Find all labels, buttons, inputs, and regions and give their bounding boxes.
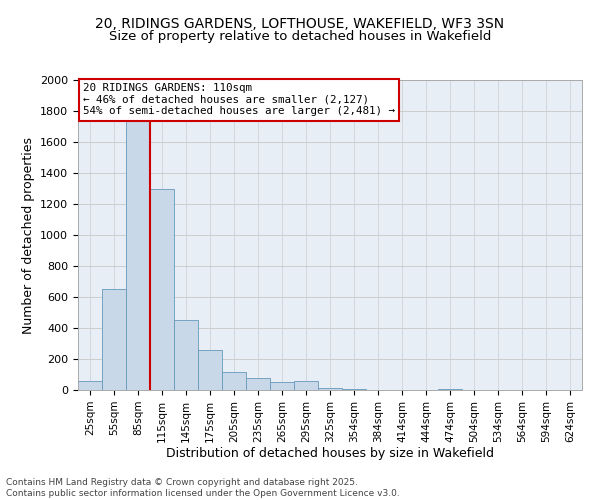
Text: 20 RIDINGS GARDENS: 110sqm
← 46% of detached houses are smaller (2,127)
54% of s: 20 RIDINGS GARDENS: 110sqm ← 46% of deta… (83, 83, 395, 116)
Bar (79, 380, 101, 390)
Bar (271, 382, 293, 390)
Bar (151, 188, 173, 390)
Text: Size of property relative to detached houses in Wakefield: Size of property relative to detached ho… (109, 30, 491, 43)
Bar (247, 378, 269, 390)
X-axis label: Distribution of detached houses by size in Wakefield: Distribution of detached houses by size … (166, 448, 494, 460)
Bar (103, 289, 125, 390)
Bar (343, 389, 365, 390)
Bar (295, 382, 317, 390)
Y-axis label: Number of detached properties: Number of detached properties (22, 136, 35, 334)
Text: 20, RIDINGS GARDENS, LOFTHOUSE, WAKEFIELD, WF3 3SN: 20, RIDINGS GARDENS, LOFTHOUSE, WAKEFIEL… (95, 18, 505, 32)
Bar (175, 320, 197, 390)
Bar (439, 389, 461, 390)
Bar (319, 388, 341, 390)
Bar (223, 372, 245, 390)
Bar (199, 350, 221, 390)
Bar (127, 104, 149, 390)
Text: Contains HM Land Registry data © Crown copyright and database right 2025.
Contai: Contains HM Land Registry data © Crown c… (6, 478, 400, 498)
